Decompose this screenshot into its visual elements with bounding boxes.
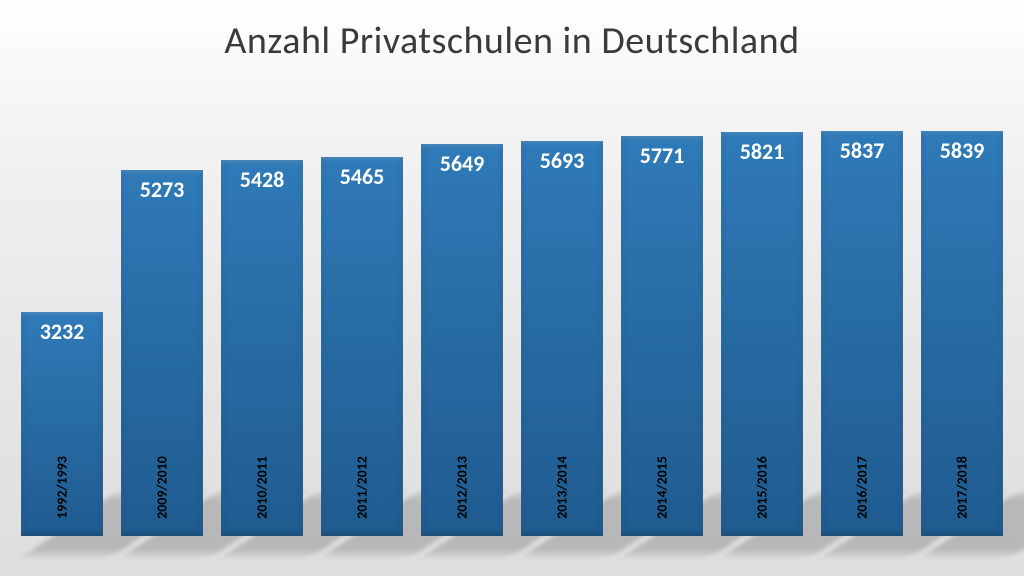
bar: 5273 2009/2010 bbox=[121, 170, 203, 536]
bar-value-label: 5821 bbox=[721, 138, 803, 165]
bar: 5821 2015/2016 bbox=[721, 132, 803, 536]
bar-wrap: 5839 2017/2018 bbox=[921, 106, 1003, 536]
bar-value-label: 5839 bbox=[921, 137, 1003, 164]
bar-category-label: 2017/2018 bbox=[954, 456, 971, 519]
bar-wrap: 5649 2012/2013 bbox=[421, 106, 503, 536]
bar-wrap: 3232 1992/1993 bbox=[21, 106, 103, 536]
bar-wrap: 5693 2013/2014 bbox=[521, 106, 603, 536]
bar-wrap: 5428 2010/2011 bbox=[221, 106, 303, 536]
bar-category-label: 2012/2013 bbox=[454, 456, 471, 519]
bar-category-label: 2015/2016 bbox=[754, 456, 771, 519]
bar-wrap: 5771 2014/2015 bbox=[621, 106, 703, 536]
bar-wrap: 5837 2016/2017 bbox=[821, 106, 903, 536]
bar-category-label: 2014/2015 bbox=[654, 456, 671, 519]
bar-shadow bbox=[927, 494, 1024, 554]
bar-category-label: 2016/2017 bbox=[854, 456, 871, 519]
bar: 3232 1992/1993 bbox=[21, 312, 103, 536]
bar-value-label: 5693 bbox=[521, 147, 603, 174]
bar-value-label: 5273 bbox=[121, 176, 203, 203]
bar-chart: 32321992/199352732009/201054282010/20115… bbox=[0, 106, 1024, 576]
bar-value-label: 5771 bbox=[621, 142, 703, 169]
bar-category-label: 2009/2010 bbox=[154, 456, 171, 519]
bar-value-label: 5428 bbox=[221, 166, 303, 193]
bar: 5693 2013/2014 bbox=[521, 141, 603, 536]
bar-wrap: 5465 2011/2012 bbox=[321, 106, 403, 536]
bar-wrap: 5273 2009/2010 bbox=[121, 106, 203, 536]
bar-category-label: 2010/2011 bbox=[254, 456, 271, 519]
bar: 5839 2017/2018 bbox=[921, 131, 1003, 536]
bar-category-label: 1992/1993 bbox=[54, 456, 71, 519]
bar-category-label: 2013/2014 bbox=[554, 456, 571, 519]
bar: 5771 2014/2015 bbox=[621, 136, 703, 536]
bar-value-label: 5649 bbox=[421, 150, 503, 177]
bar-value-label: 5837 bbox=[821, 137, 903, 164]
bar-value-label: 5465 bbox=[321, 163, 403, 190]
bar-category-label: 2011/2012 bbox=[354, 456, 371, 519]
bar: 5428 2010/2011 bbox=[221, 160, 303, 536]
bar-wrap: 5821 2015/2016 bbox=[721, 106, 803, 536]
bar: 5837 2016/2017 bbox=[821, 131, 903, 536]
bar-value-label: 3232 bbox=[21, 318, 103, 345]
bar: 5649 2012/2013 bbox=[421, 144, 503, 536]
bar: 5465 2011/2012 bbox=[321, 157, 403, 536]
chart-title: Anzahl Privatschulen in Deutschland bbox=[0, 0, 1024, 64]
